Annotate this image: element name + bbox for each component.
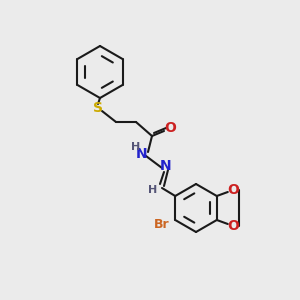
Text: O: O (227, 183, 239, 197)
Text: Br: Br (153, 218, 169, 230)
Text: O: O (227, 219, 239, 233)
Text: N: N (160, 159, 172, 173)
Text: O: O (164, 121, 176, 135)
Text: H: H (131, 142, 141, 152)
Text: S: S (93, 101, 103, 115)
Text: H: H (148, 185, 158, 195)
Text: N: N (136, 147, 148, 161)
